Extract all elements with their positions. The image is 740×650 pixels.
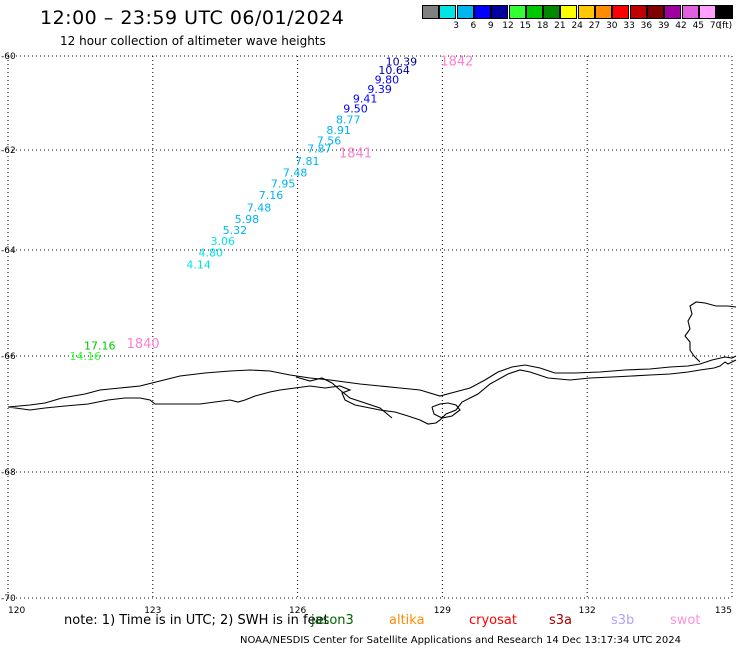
coastline-inlet [295,376,393,419]
lon-tick-label: 129 [434,606,451,616]
colorbar-tick-label: 45 [692,21,705,31]
wave-height-label: 10.39 [386,56,418,69]
coastline-peninsula-east [684,301,737,363]
legend-entry-cryosat: cryosat [469,613,517,628]
wave-height-label: 9.80 [375,74,400,87]
wave-height-label: 10.64 [378,64,410,77]
colorbar-tick-label: 36 [640,21,653,31]
colorbar-tick-label: 70 [709,21,722,31]
colorbar-swatch [473,5,491,19]
lat-tick-label: -60 [1,52,16,62]
colorbar-tick-label: 21 [554,21,566,31]
lat-tick-label: -70 [1,594,16,604]
colorbar-swatch [612,5,630,19]
colorbar-swatch [698,5,716,19]
wave-height-label: 7.81 [295,155,320,168]
lon-tick-label: 123 [144,606,161,616]
track-id-label: 1841 [339,147,372,162]
footer-note: note: 1) Time is in UTC; 2) SWH is in fe… [64,613,329,628]
colorbar-tick-label: 6 [470,21,477,31]
colorbar-tick-label: 33 [623,21,635,31]
lat-tick-label: -62 [1,146,16,156]
track-id-label: 1840 [127,337,160,352]
colorbar-swatch [456,5,474,19]
wave-height-label: 8.91 [326,124,351,137]
lon-tick-label: 126 [289,606,306,616]
colorbar-swatch [560,5,578,19]
wave-height-label: 9.50 [343,103,368,116]
colorbar-swatch [595,5,612,19]
wave-height-label: 7.56 [317,135,342,148]
colorbar-tick-label: 30 [606,21,618,31]
wave-height-observations: 10.3910.649.809.399.419.508.778.917.567.… [69,56,417,363]
wave-height-label: 7.95 [271,178,296,191]
colorbar-tick-label: 42 [675,21,687,31]
antarctic-coastline [7,355,737,425]
wave-height-label: 5.32 [223,224,248,237]
wave-height-label: 7.16 [259,189,284,202]
colorbar-tick-label: 3 [453,21,459,31]
colorbar-tick-label: 27 [588,21,601,31]
colorbar-tick-label: 39 [657,21,670,31]
colorbar-swatch [508,5,526,19]
colorbar-tick-label: 12 [502,21,514,31]
colorbar-tick-label: 24 [571,21,583,31]
track-id-labels: 1842 1841 1840 [127,55,474,352]
colorbar-swatch [491,5,509,19]
wave-height-label: 9.41 [353,92,378,105]
colorbar-tick-label: 15 [519,21,532,31]
colorbar-unit-label: (ft) [718,21,733,31]
map-subtitle: 12 hour collection of altimeter wave hei… [60,34,326,48]
wave-height-label: 14.16 [69,350,101,363]
colorbar-swatch [664,5,682,19]
lon-tick-label: 135 [715,606,732,616]
map-grid [7,55,733,599]
colorbar-swatch [629,5,647,19]
axis-ticks: 120 123 126 129 132 135 -60 -62 -64 -66 -68 -70 [1,52,732,616]
wave-height-label: 7.48 [283,167,308,180]
wave-height-label: 9.39 [367,83,392,96]
legend-entry-swot: swot [670,613,701,628]
lon-tick-label: 132 [579,606,596,616]
colorbar-swatch [439,5,457,19]
legend-entry-altika: altika [389,613,425,628]
legend-entry-s3b: s3b [611,613,635,628]
legend-entry-s3a: s3a [549,613,573,628]
wave-height-label: 5.98 [235,213,260,226]
colorbar-swatch [716,5,734,19]
map-title: 12:00 – 23:59 UTC 06/01/2024 [40,7,345,29]
wave-height-label: 7.48 [247,202,272,215]
track-id-label: 1842 [440,55,473,70]
legend-entry-jason3: jason3 [311,613,354,628]
colorbar-swatch [577,5,595,19]
colorbar-swatch [681,5,699,19]
wave-height-label: 4.80 [198,247,223,260]
coastline-bay [431,402,461,419]
colorbar-swatch [422,5,439,19]
wave-height-label: 7.87 [307,143,332,156]
wave-height-label: 17.16 [84,339,116,352]
footer-credit: NOAA/NESDIS Center for Satellite Applica… [240,635,682,646]
wave-height-label: 8.77 [336,113,361,126]
wave-height-label: 3.06 [211,235,236,248]
lat-tick-label: -68 [1,468,16,478]
lat-tick-label: -64 [1,246,16,256]
colorbar-tick-label: 9 [487,21,494,31]
colorbar-swatch [646,5,664,19]
colorbar-swatch [543,5,561,19]
lon-tick-label: 120 [8,606,25,616]
wave-height-label: 4.14 [186,258,211,271]
colorbar-tick-label: 18 [536,21,549,31]
colorbar-swatch [525,5,543,19]
lat-tick-label: -66 [1,352,16,362]
